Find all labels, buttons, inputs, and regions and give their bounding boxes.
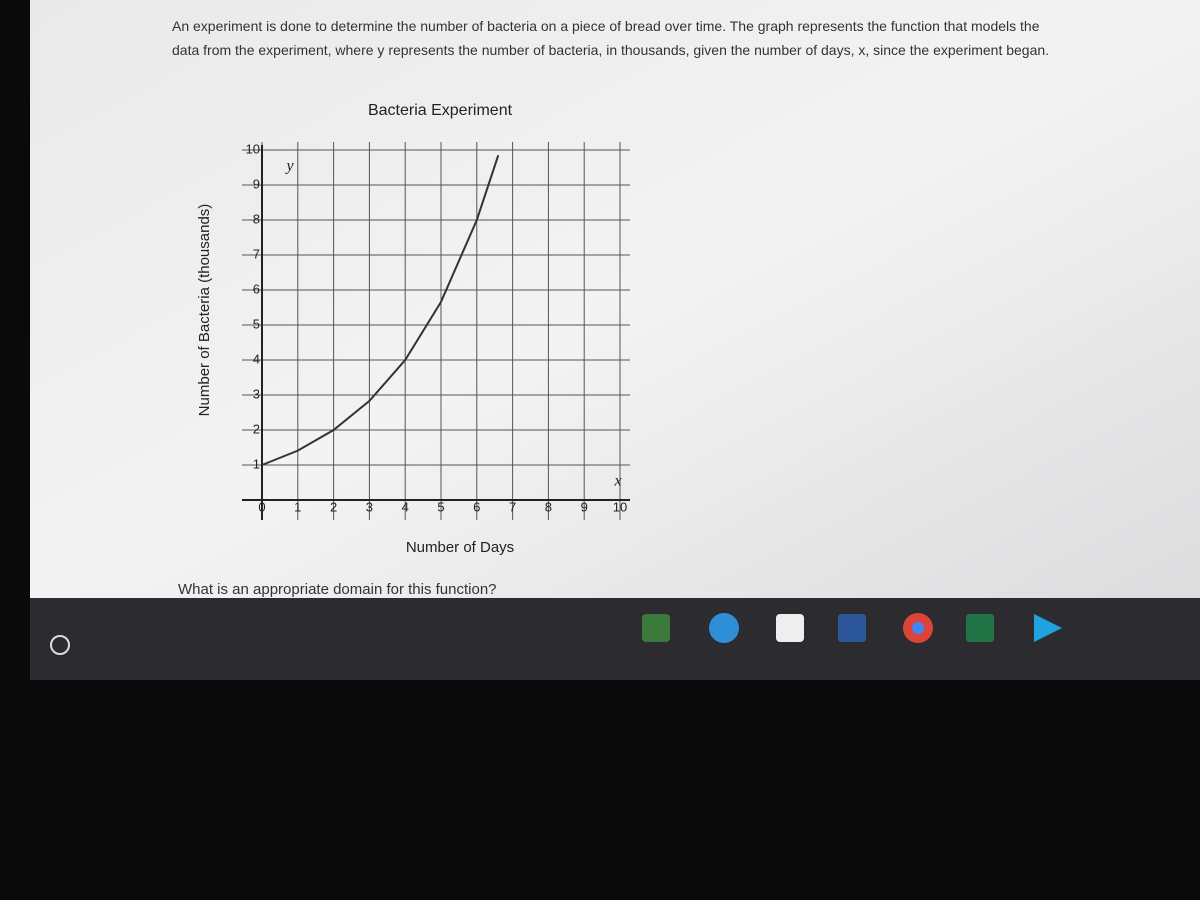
data-line: [261, 154, 500, 466]
y-tick-label: 9: [253, 176, 260, 191]
x-tick-label: 7: [509, 499, 516, 514]
question-text: An experiment is done to determine the n…: [172, 18, 1050, 58]
x-variable: x: [613, 473, 621, 490]
y-tick-label: 7: [253, 246, 260, 261]
question-box: An experiment is done to determine the n…: [172, 18, 1050, 58]
app-icon[interactable]: [709, 613, 739, 643]
app-icon[interactable]: [838, 614, 866, 642]
app-icon[interactable]: [642, 614, 670, 642]
x-tick-label: 5: [437, 499, 444, 514]
x-axis-title: Number of Days: [406, 539, 514, 556]
x-tick-label: 6: [473, 499, 480, 514]
y-tick-label: 6: [253, 281, 260, 296]
chart-title: Bacteria Experiment: [368, 102, 513, 119]
app-icon[interactable]: [966, 614, 994, 642]
y-tick-label: 1: [253, 456, 260, 471]
x-tick-label: 8: [545, 499, 552, 514]
y-axis-title: Number of Bacteria (thousands): [196, 204, 213, 417]
y-tick-label: 8: [253, 211, 260, 226]
taskbar: [30, 598, 1200, 680]
y-variable: y: [284, 158, 294, 175]
app-icon[interactable]: [1034, 614, 1062, 642]
x-tick-label: 10: [613, 499, 627, 514]
y-tick-label: 2: [253, 421, 260, 436]
app-icon-center: [912, 622, 924, 634]
y-tick-label: 10: [246, 141, 260, 156]
y-tick-label: 3: [253, 386, 260, 401]
screen-area: [30, 0, 1200, 610]
x-tick-label: 2: [330, 499, 337, 514]
y-tick-label: 4: [253, 351, 260, 366]
y-tick-label: 5: [253, 316, 260, 331]
app-icon[interactable]: [776, 614, 804, 642]
prompt-text: What is an appropriate domain for this f…: [178, 581, 497, 598]
taskbar-icons: [642, 613, 1062, 643]
x-tick-label: 9: [581, 499, 588, 514]
launcher[interactable]: [50, 635, 70, 655]
x-tick-label: 1: [294, 499, 301, 514]
x-tick-label: 4: [402, 499, 409, 514]
x-tick-label: 3: [366, 499, 373, 514]
plot: 01234567891012345678910: [242, 141, 630, 520]
